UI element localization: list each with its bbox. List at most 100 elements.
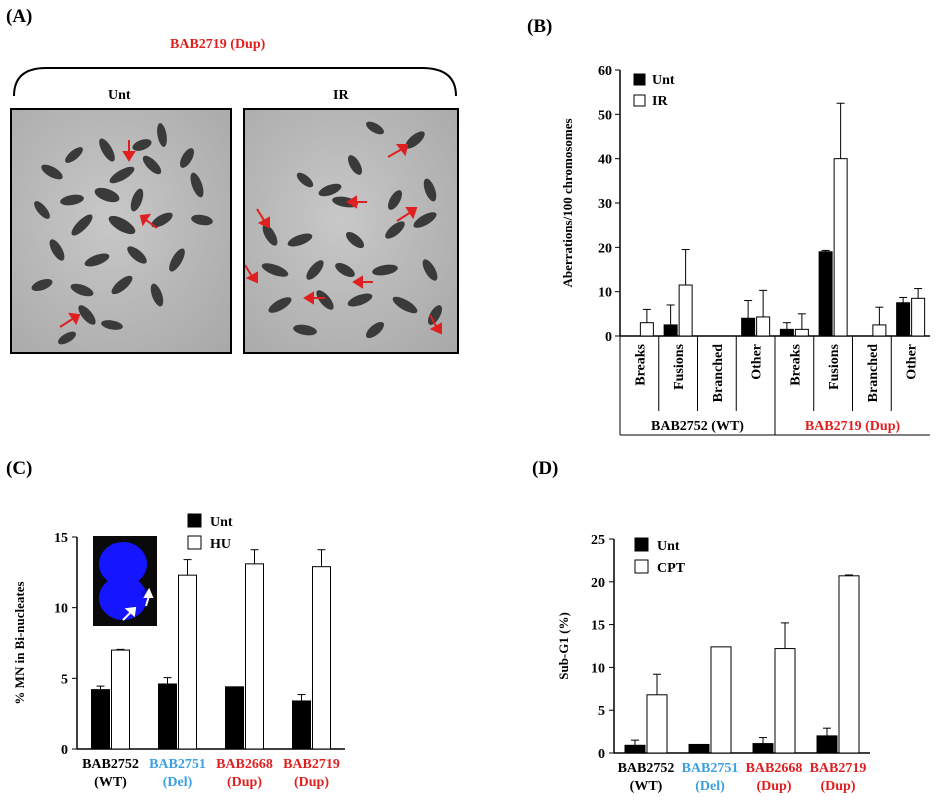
bar-hu: [178, 574, 197, 750]
category-sublabel: (Del): [163, 775, 193, 790]
panel-a-bracket: [13, 67, 457, 97]
panel-a-title: BAB2719 (Dup): [170, 37, 266, 52]
category-label: Fusions: [672, 343, 687, 389]
image-label-unt: Unt: [108, 88, 131, 103]
bar-unt: [896, 302, 911, 337]
category-sublabel: (Del): [695, 779, 725, 794]
image-label-ir: IR: [333, 88, 349, 103]
category-label: BAB2751: [682, 761, 739, 776]
category-sublabel: (Dup): [820, 779, 855, 794]
legend-swatch-hu: [187, 535, 202, 550]
category-label: Other: [905, 344, 920, 380]
group-label: BAB2752 (WT): [651, 419, 744, 434]
y-axis-label: % MN in Bi-nucleates: [12, 581, 27, 704]
chromosome-spread-unt: [31, 123, 213, 345]
category-label: BAB2752: [82, 757, 139, 772]
bar-unt: [292, 700, 311, 750]
category-label: Other: [750, 344, 765, 380]
legend-label-unt: Unt: [652, 73, 675, 88]
y-tick-label: 0: [605, 330, 612, 345]
y-tick-label: 0: [61, 743, 68, 758]
legend-swatch-unt: [187, 513, 202, 528]
y-axis-label: Aberrations/100 chromosomes: [560, 118, 575, 287]
category-sublabel: (WT): [630, 779, 663, 794]
chromosome-spread-ir: [245, 121, 442, 339]
bar-unt: [752, 743, 774, 754]
category-label: Fusions: [827, 343, 842, 389]
y-tick-label: 10: [54, 602, 68, 617]
metaphase-image-ir: [243, 108, 459, 354]
category-label: BAB2668: [216, 757, 273, 772]
panel-b-label: (B): [527, 16, 553, 37]
legend-label-hu: HU: [210, 537, 231, 552]
y-tick-label: 15: [591, 619, 605, 634]
bar-cpt: [710, 646, 732, 754]
chart-d: Sub-G1 (%) 0 5 10 15 20 25 BAB2752 (WT) BAB2751 (D…: [556, 533, 870, 794]
bar-hu: [312, 566, 331, 750]
bar-ir: [872, 324, 887, 337]
y-tick-label: 15: [54, 531, 68, 546]
bar-unt: [225, 686, 244, 750]
category-label: BAB2668: [746, 761, 803, 776]
legend-label-unt: Unt: [210, 515, 233, 530]
bar-cpt: [646, 694, 668, 754]
bar-unt: [624, 744, 646, 754]
bar-ir: [833, 158, 848, 337]
bar-cpt: [774, 648, 796, 754]
bar-unt: [779, 328, 794, 337]
bar-unt: [688, 743, 710, 754]
y-tick-label: 20: [591, 576, 605, 591]
y-tick-label: 10: [598, 286, 612, 301]
category-label: Breaks: [633, 343, 648, 385]
y-tick-label: 5: [598, 704, 605, 719]
y-tick-label: 40: [598, 153, 612, 168]
y-tick-label: 60: [598, 64, 612, 79]
panel-c-label: (C): [6, 458, 33, 479]
bar-unt: [158, 683, 177, 750]
category-label: Branched: [866, 344, 881, 403]
category-label: Branched: [711, 344, 726, 403]
bar-unt: [818, 251, 833, 337]
bar-unt: [741, 317, 756, 337]
legend-swatch-ir: [633, 94, 646, 107]
y-tick-label: 10: [591, 661, 605, 676]
chart-c: % MN in Bi-nucleates 0 5 10 15 BAB2752 (WT) BAB…: [12, 513, 345, 790]
category-label: BAB2751: [149, 757, 206, 772]
group-label: BAB2719 (Dup): [805, 419, 901, 434]
bar-hu: [111, 649, 130, 750]
bar-ir: [756, 316, 771, 337]
y-axis-label: Sub-G1 (%): [556, 612, 571, 680]
y-tick-label: 30: [598, 197, 612, 212]
bar-unt: [663, 324, 678, 337]
legend-swatch-cpt: [634, 559, 649, 574]
legend-label-cpt: CPT: [657, 561, 686, 576]
bar-hu: [245, 563, 264, 750]
legend-label-unt: Unt: [657, 539, 680, 554]
legend-label-ir: IR: [652, 94, 668, 109]
category-sublabel: (Dup): [756, 779, 791, 794]
legend-swatch-unt: [633, 73, 646, 86]
y-tick-label: 0: [598, 747, 605, 762]
metaphase-image-unt: [10, 108, 232, 354]
y-tick-label: 5: [61, 672, 68, 687]
panel-a-label: (A): [6, 6, 33, 27]
bar-ir: [678, 284, 693, 337]
bar-unt: [91, 689, 110, 750]
category-sublabel: (Dup): [227, 775, 262, 790]
bar-ir: [794, 328, 809, 337]
binucleate-cell-graphic: [99, 542, 154, 621]
chart-b: Aberrations/100 chromosomes 0 10 20 30 40 50 60…: [560, 64, 930, 436]
legend-swatch-unt: [634, 537, 649, 552]
category-label: BAB2719: [283, 757, 340, 772]
micronucleus-inset: [93, 536, 157, 626]
category-label: BAB2752: [618, 761, 675, 776]
category-sublabel: (Dup): [294, 775, 329, 790]
category-label: Breaks: [788, 343, 803, 385]
category-sublabel: (WT): [94, 775, 127, 790]
bar-ir: [911, 297, 926, 337]
y-tick-label: 50: [598, 108, 612, 123]
category-label: BAB2719: [810, 761, 867, 776]
y-tick-label: 25: [591, 533, 605, 548]
bar-ir: [639, 322, 654, 337]
panel-d-label: (D): [532, 458, 559, 479]
